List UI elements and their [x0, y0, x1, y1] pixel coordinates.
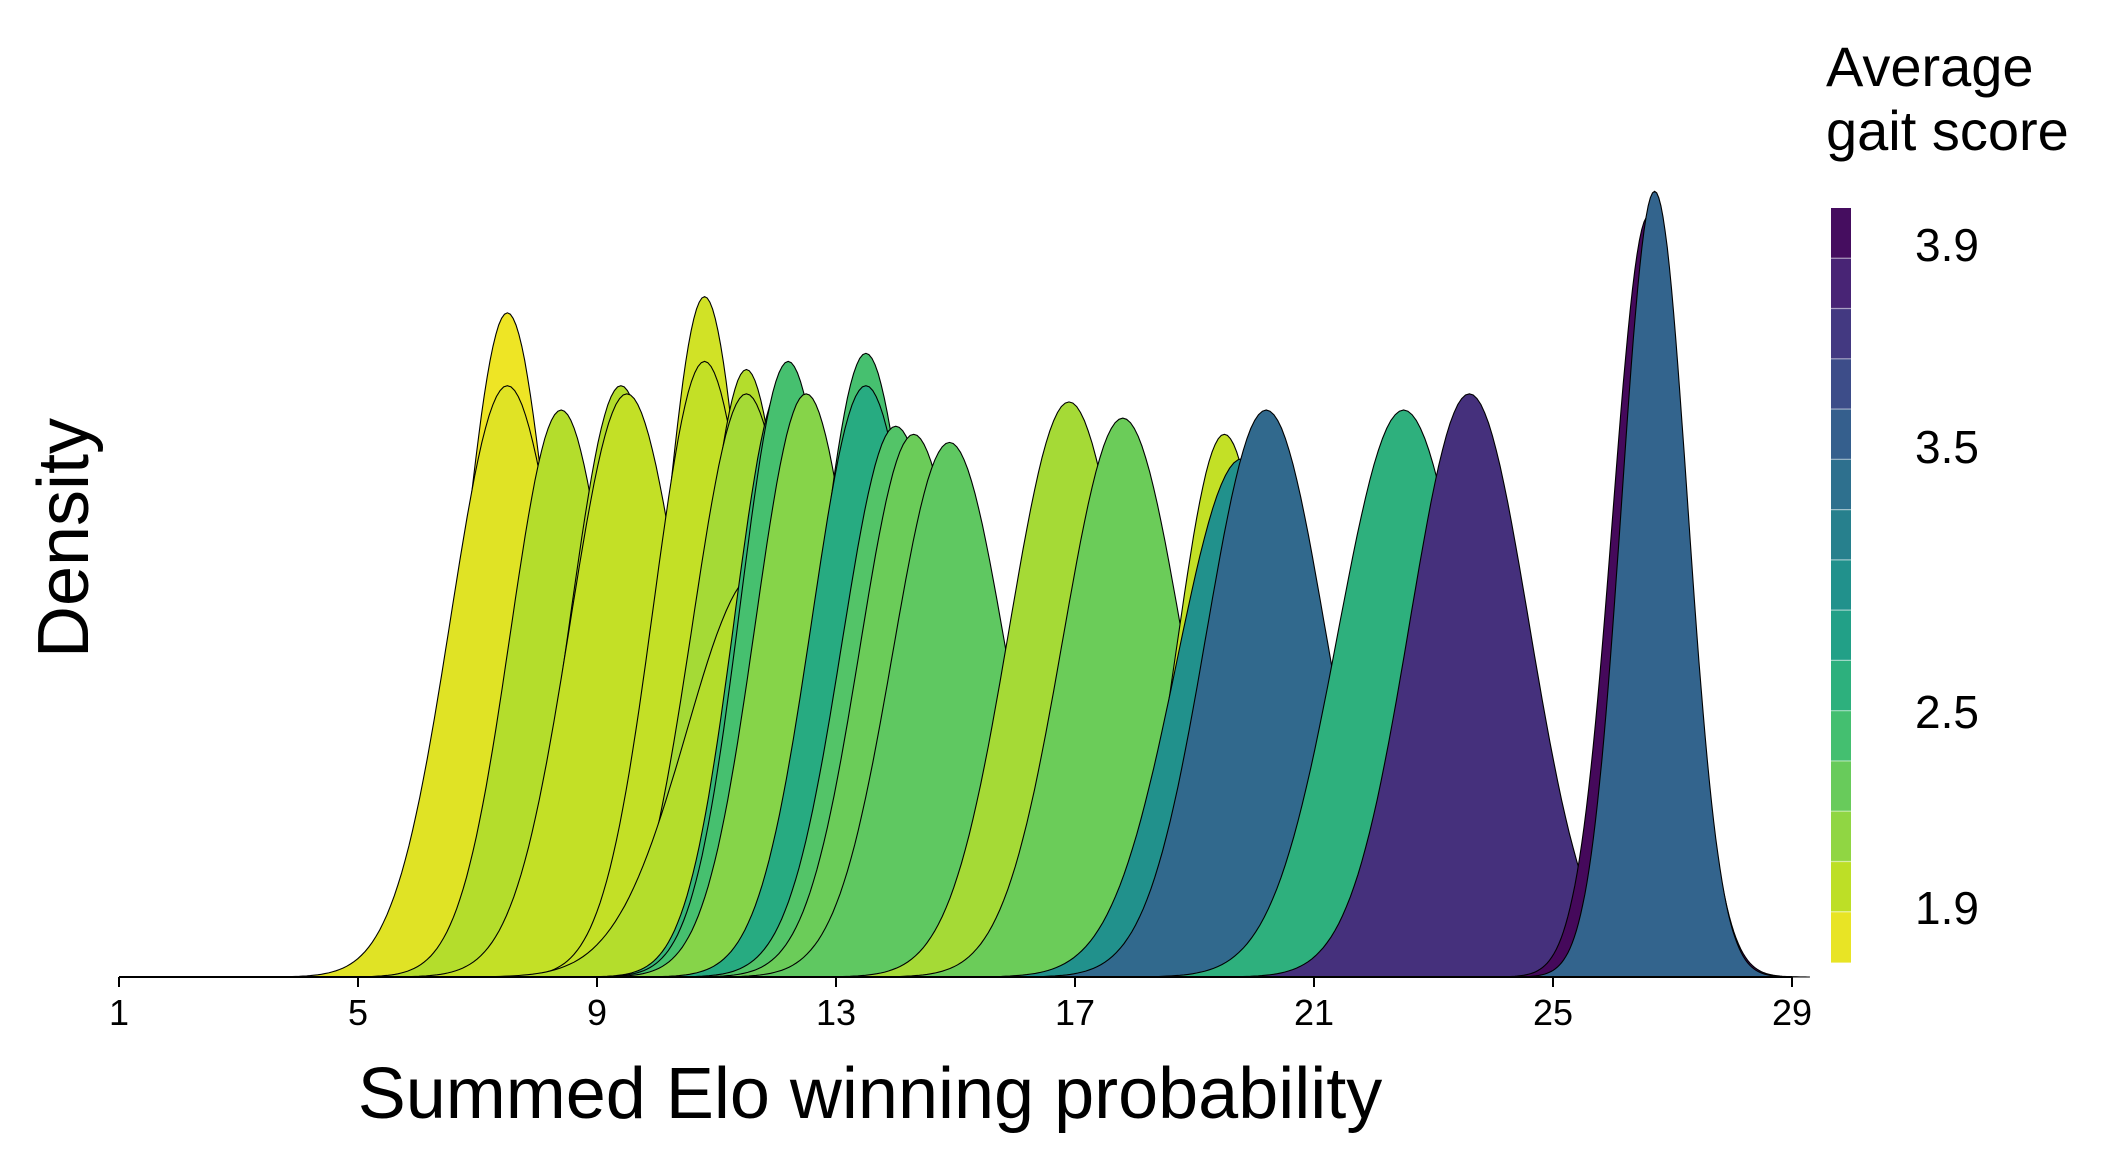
legend-tick-label: 1.9	[1915, 882, 1979, 934]
x-tick-label: 29	[1772, 992, 1812, 1033]
colorbar-segment	[1831, 811, 1851, 863]
colorbar-segment	[1831, 409, 1851, 460]
plot-area	[251, 190, 1810, 978]
x-tick-label: 17	[1055, 992, 1095, 1033]
colorbar-segment	[1831, 559, 1851, 611]
legend-title-line: Average	[1826, 35, 2034, 98]
legend-tick-label: 3.5	[1915, 421, 1979, 473]
colorbar-segment	[1831, 509, 1851, 561]
colorbar-segment	[1831, 308, 1851, 360]
colorbar-segment	[1831, 358, 1851, 410]
x-axis-title: Summed Elo winning probability	[358, 1054, 1383, 1134]
y-axis-title: Density	[24, 418, 104, 658]
colorbar-segment	[1831, 610, 1851, 661]
x-tick-label: 1	[109, 992, 129, 1033]
legend-tick-label: 2.5	[1915, 686, 1979, 738]
colorbar-segment	[1831, 208, 1851, 259]
colorbar-segment	[1831, 459, 1851, 511]
x-tick-label: 25	[1533, 992, 1573, 1033]
legend-tick-label: 3.9	[1915, 219, 1979, 271]
legend-title-line: gait score	[1826, 99, 2069, 162]
x-axis: 1 5 9 13 17 21 25 29	[109, 976, 1812, 1033]
colorbar-segment	[1831, 710, 1851, 762]
colorbar-segment	[1831, 660, 1851, 712]
colorbar-segment	[1831, 760, 1851, 812]
density-curve	[1506, 190, 1803, 978]
x-tick-label: 21	[1294, 992, 1334, 1033]
x-tick-label: 9	[587, 992, 607, 1033]
colorbar-segment	[1831, 911, 1851, 963]
x-tick-label: 13	[816, 992, 856, 1033]
x-tick-label: 5	[348, 992, 368, 1033]
colorbar-segment	[1831, 861, 1851, 913]
colorbar-segment	[1831, 258, 1851, 310]
